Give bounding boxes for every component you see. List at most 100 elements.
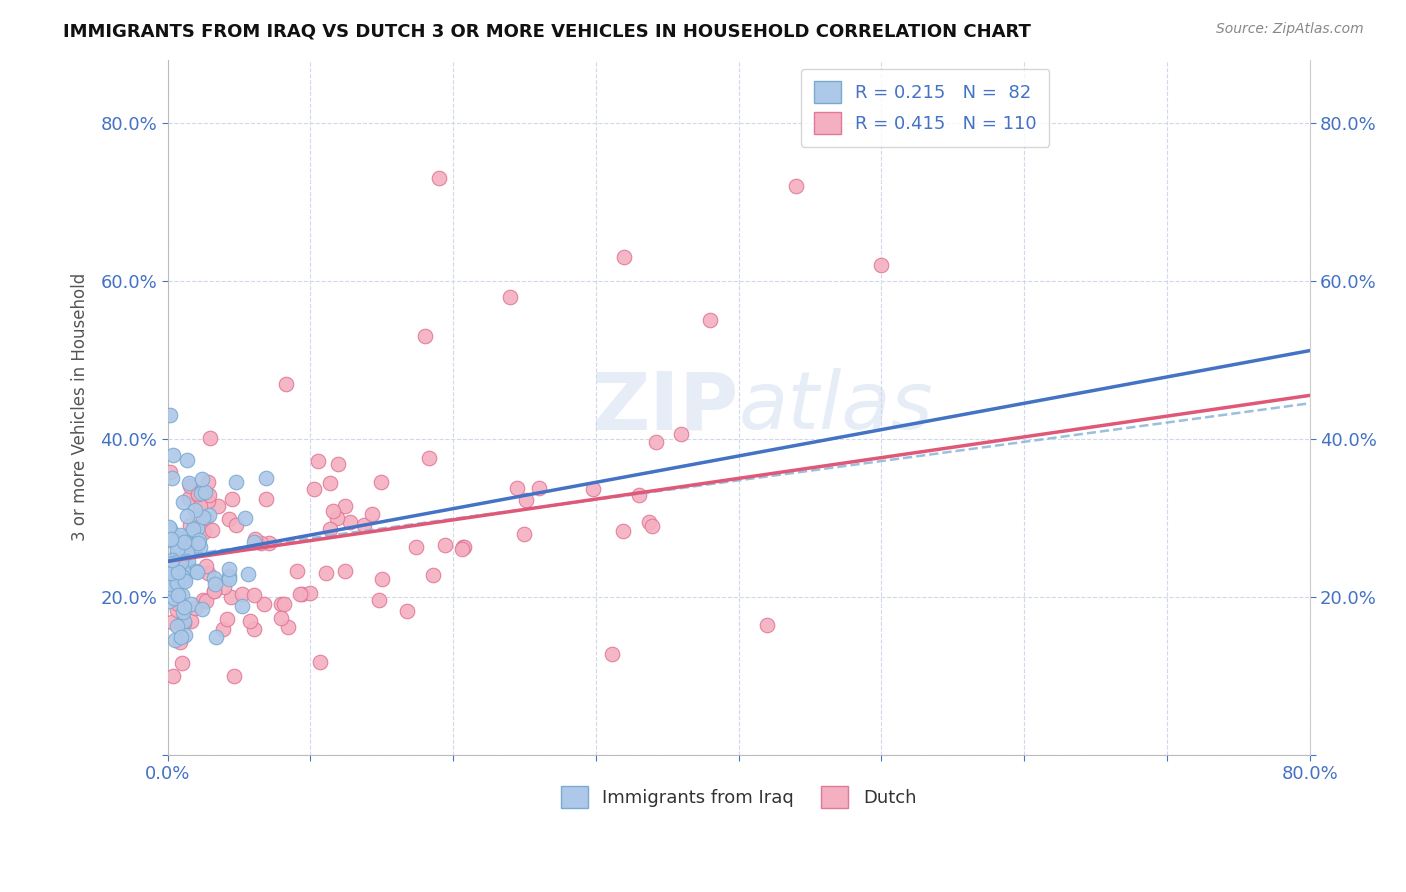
Point: [254, 471, 277, 485]
Point: [167, 597, 190, 611]
Point: [167, 532, 190, 546]
Point: [335, 564, 357, 578]
Point: [582, 482, 605, 496]
Point: [291, 587, 314, 601]
Point: [162, 553, 184, 567]
Point: [179, 479, 201, 493]
Point: [371, 573, 394, 587]
Point: [166, 565, 188, 579]
Point: [669, 427, 692, 442]
Point: [785, 179, 807, 194]
Point: [162, 669, 184, 683]
Point: [699, 313, 721, 327]
Point: [162, 448, 184, 462]
Point: [157, 520, 180, 534]
Point: [197, 475, 219, 490]
Point: [198, 488, 221, 502]
Point: [233, 511, 256, 525]
Point: [205, 630, 228, 644]
Point: [170, 568, 193, 582]
Point: [225, 517, 247, 532]
Point: [231, 599, 253, 613]
Point: [159, 533, 181, 547]
Point: [188, 541, 211, 555]
Point: [166, 603, 188, 617]
Point: [254, 492, 277, 507]
Y-axis label: 3 or more Vehicles in Household: 3 or more Vehicles in Household: [72, 273, 89, 541]
Point: [326, 510, 349, 524]
Point: [315, 566, 337, 581]
Point: [165, 530, 187, 544]
Point: [183, 522, 205, 536]
Point: [360, 507, 382, 521]
Point: [173, 554, 195, 568]
Point: [368, 592, 391, 607]
Point: [184, 601, 207, 615]
Point: [176, 560, 198, 574]
Point: [172, 564, 194, 578]
Point: [176, 541, 198, 556]
Point: [188, 499, 211, 513]
Point: [277, 620, 299, 634]
Point: [243, 622, 266, 636]
Point: [165, 561, 187, 575]
Point: [370, 475, 392, 490]
Point: [353, 518, 375, 533]
Text: IMMIGRANTS FROM IRAQ VS DUTCH 3 OR MORE VEHICLES IN HOUSEHOLD CORRELATION CHART: IMMIGRANTS FROM IRAQ VS DUTCH 3 OR MORE …: [63, 22, 1031, 40]
Point: [157, 594, 180, 608]
Point: [218, 572, 240, 586]
Point: [600, 648, 623, 662]
Point: [169, 535, 191, 549]
Point: [231, 587, 253, 601]
Point: [173, 574, 195, 588]
Point: [638, 515, 661, 529]
Point: [173, 615, 195, 630]
Point: [163, 554, 186, 568]
Text: Source: ZipAtlas.com: Source: ZipAtlas.com: [1216, 22, 1364, 37]
Point: [319, 475, 342, 490]
Point: [166, 546, 188, 560]
Point: [166, 588, 188, 602]
Point: [211, 622, 233, 636]
Point: [198, 431, 221, 445]
Point: [499, 290, 522, 304]
Point: [173, 600, 195, 615]
Point: [339, 515, 361, 529]
Point: [170, 589, 193, 603]
Point: [204, 576, 226, 591]
Point: [176, 508, 198, 523]
Point: [173, 572, 195, 586]
Point: [172, 495, 194, 509]
Point: [298, 586, 321, 600]
Point: [160, 471, 183, 485]
Point: [169, 527, 191, 541]
Point: [184, 564, 207, 578]
Point: [165, 573, 187, 587]
Point: [193, 510, 215, 524]
Point: [191, 593, 214, 607]
Point: [184, 503, 207, 517]
Point: [218, 562, 240, 576]
Point: [219, 590, 242, 604]
Point: [302, 482, 325, 496]
Point: [165, 561, 187, 575]
Point: [221, 492, 243, 507]
Point: [186, 520, 208, 534]
Point: [174, 534, 197, 549]
Point: [198, 508, 221, 522]
Point: [243, 588, 266, 602]
Point: [190, 485, 212, 500]
Point: [163, 632, 186, 647]
Point: [191, 602, 214, 616]
Point: [170, 616, 193, 631]
Point: [202, 570, 225, 584]
Point: [218, 568, 240, 582]
Point: [177, 491, 200, 506]
Point: [157, 524, 180, 539]
Point: [162, 582, 184, 596]
Point: [201, 523, 224, 537]
Point: [239, 614, 262, 628]
Point: [177, 554, 200, 568]
Point: [169, 534, 191, 549]
Point: [197, 493, 219, 508]
